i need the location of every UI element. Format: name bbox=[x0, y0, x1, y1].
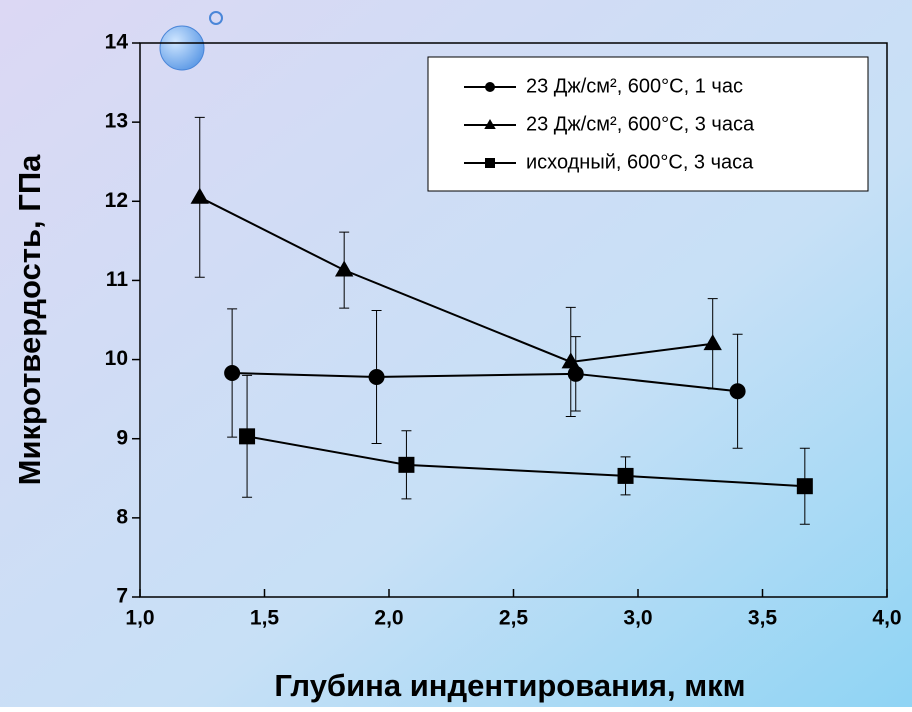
marker bbox=[485, 82, 495, 92]
y-tick-label: 13 bbox=[105, 110, 128, 133]
marker bbox=[239, 428, 255, 444]
y-tick-label: 7 bbox=[116, 585, 128, 608]
x-tick-label: 2,0 bbox=[374, 607, 403, 630]
decor-bubble bbox=[160, 26, 204, 70]
chart: Глубина индентирования, мкм Микротвердос… bbox=[0, 0, 912, 707]
y-tick-label: 9 bbox=[116, 426, 128, 449]
legend-label: 23 Дж/см², 600°С, 3 часа bbox=[526, 113, 755, 135]
x-tick-label: 1,5 bbox=[250, 607, 280, 630]
legend-label: 23 Дж/см², 600°С, 1 час bbox=[526, 75, 743, 97]
marker bbox=[369, 369, 385, 385]
y-tick-label: 14 bbox=[105, 31, 129, 54]
legend-label: исходный, 600°С, 3 часа bbox=[526, 151, 754, 173]
y-axis-title: Микротвердость, ГПа bbox=[12, 154, 47, 485]
x-axis-title: Глубина индентирования, мкм bbox=[274, 668, 745, 703]
marker bbox=[797, 478, 813, 494]
y-tick-label: 10 bbox=[105, 347, 128, 370]
marker bbox=[398, 457, 414, 473]
x-tick-label: 2,5 bbox=[499, 607, 529, 630]
y-tick-label: 12 bbox=[105, 189, 128, 212]
y-tick-label: 8 bbox=[116, 505, 128, 528]
x-tick-label: 1,0 bbox=[125, 607, 154, 630]
x-tick-label: 3,0 bbox=[623, 607, 652, 630]
marker bbox=[730, 383, 746, 399]
y-tick-label: 11 bbox=[106, 268, 129, 291]
x-tick-label: 3,5 bbox=[748, 607, 778, 630]
marker bbox=[224, 365, 240, 381]
marker bbox=[485, 158, 495, 168]
marker bbox=[618, 468, 634, 484]
x-tick-label: 4,0 bbox=[872, 607, 901, 630]
